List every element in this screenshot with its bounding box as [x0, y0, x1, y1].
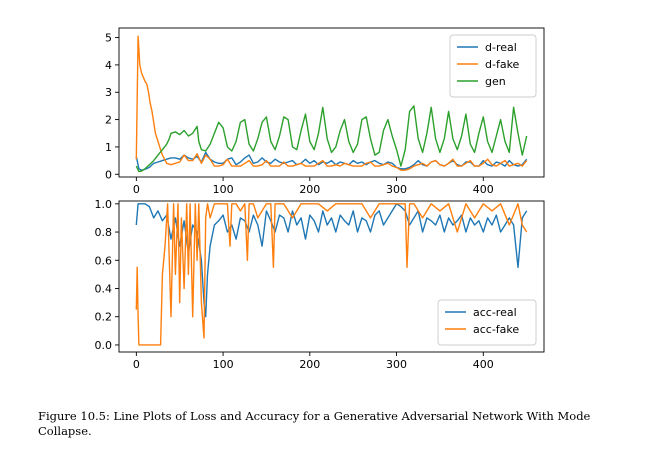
accuracy-legend: acc-real acc-fake — [437, 299, 537, 346]
loss-xtick-label: 300 — [386, 183, 407, 196]
loss-axes-frame — [118, 27, 545, 178]
accuracy-xtick-label: 100 — [213, 358, 234, 371]
accuracy-plot: 0 100 200 300 4000.00.20.40.60.81.0acc-reala… — [95, 198, 545, 371]
loss-ytick-label: 4 — [105, 59, 112, 72]
loss-series-gen — [135, 105, 528, 173]
loss-ytick-label: 3 — [105, 86, 112, 99]
loss-ytick-label: 5 — [105, 32, 112, 45]
loss-legend-label-gen: gen — [485, 75, 506, 88]
loss-ytick-label: 2 — [105, 114, 112, 127]
loss-xtick-label: 200 — [299, 183, 320, 196]
loss-legend-label-d-fake: d-fake — [485, 58, 520, 71]
accuracy-legend-label-acc-fake: acc-fake — [473, 323, 519, 336]
loss-accuracy-figure: 0 100 200 300 400 0 1 2 3 4 5 d-real d-fake gen 0 100 20… — [95, 27, 545, 371]
loss-plot: 0 100 200 300 400 0 1 2 3 4 5 d-real d-fake gen — [105, 27, 545, 196]
accuracy-ytick-label: 0.4 — [95, 282, 113, 295]
loss-ytick-label: 0 — [105, 168, 112, 181]
loss-xtick-label: 100 — [213, 183, 234, 196]
accuracy-series-acc-fake — [135, 203, 528, 346]
loss-legend-label-d-real: d-real — [485, 41, 517, 54]
accuracy-xtick-label: 400 — [473, 358, 494, 371]
accuracy-xtick-label: 0 — [133, 358, 140, 371]
accuracy-ytick-label: 1.0 — [95, 198, 113, 211]
accuracy-xtick-label: 300 — [386, 358, 407, 371]
figure-caption: Figure 10.5: Line Plots of Loss and Accu… — [38, 409, 591, 438]
accuracy-ytick-label: 0.2 — [95, 311, 113, 324]
loss-legend: d-real d-fake gen — [449, 34, 537, 98]
accuracy-legend-label-acc-real: acc-real — [473, 306, 517, 319]
loss-xtick-label: 0 — [133, 183, 140, 196]
accuracy-axes-frame — [118, 200, 545, 353]
accuracy-ytick-label: 0.8 — [95, 226, 113, 239]
accuracy-ytick-label: 0.6 — [95, 254, 113, 267]
loss-series-d-fake — [135, 35, 528, 171]
accuracy-ytick-label: 0.0 — [95, 339, 113, 352]
loss-xtick-label: 400 — [473, 183, 494, 196]
loss-ytick-label: 1 — [105, 141, 112, 154]
accuracy-xtick-label: 200 — [299, 358, 320, 371]
